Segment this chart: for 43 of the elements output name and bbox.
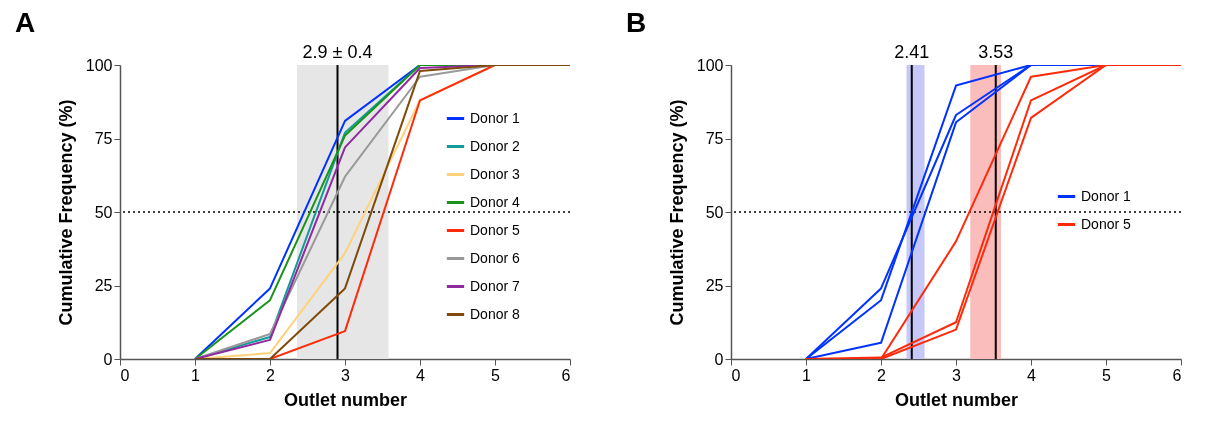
x-tick-label: 1	[802, 366, 812, 384]
legend-label: Donor 1	[1081, 187, 1132, 204]
x-axis-title: Outlet number	[283, 389, 408, 410]
legend-label: Donor 7	[470, 277, 521, 294]
x-tick-label: 4	[416, 366, 426, 384]
x-tick-label: 6	[1172, 366, 1182, 384]
y-tick-label: 25	[94, 277, 113, 294]
legend-label: Donor 5	[1081, 215, 1132, 232]
chart-title: B	[626, 7, 647, 38]
legend-label: Donor 3	[470, 165, 521, 182]
y-tick-label: 75	[705, 130, 724, 147]
x-tick-label: 2	[877, 366, 887, 384]
legend-label: Donor 5	[470, 221, 521, 238]
x-tick-label: 0	[731, 366, 741, 384]
legend-label: Donor 4	[470, 193, 521, 210]
x-tick-label: 3	[952, 366, 962, 384]
chart-title: A	[15, 7, 36, 38]
legend-label: Donor 6	[470, 249, 521, 266]
x-axis-title: Outlet number	[894, 389, 1019, 410]
x-tick-label: 5	[1102, 366, 1112, 384]
x-tick-label: 1	[191, 366, 201, 384]
y-tick-label: 75	[94, 130, 113, 147]
ref-line-label: 2.9 ± 0.4	[302, 42, 373, 62]
y-tick-label: 0	[714, 350, 724, 368]
x-tick-label: 5	[491, 366, 501, 384]
x-tick-label: 2	[266, 366, 276, 384]
x-tick-label: 0	[120, 366, 130, 384]
y-tick-label: 100	[85, 56, 113, 74]
y-tick-label: 100	[696, 56, 724, 74]
x-tick-label: 3	[341, 366, 351, 384]
x-tick-label: 6	[561, 366, 571, 384]
y-tick-label: 50	[94, 203, 113, 221]
y-tick-label: 25	[705, 277, 724, 294]
legend-label: Donor 8	[470, 305, 521, 322]
y-tick-label: 50	[705, 203, 724, 221]
y-axis-title: Cumulative Frequency (%)	[55, 99, 76, 326]
ref-line-label: 2.41	[894, 42, 930, 62]
y-tick-label: 0	[103, 350, 113, 368]
x-tick-label: 4	[1027, 366, 1037, 384]
ref-line-label: 3.53	[978, 42, 1014, 62]
y-axis-title: Cumulative Frequency (%)	[666, 99, 687, 326]
legend-label: Donor 1	[470, 109, 521, 126]
legend-label: Donor 2	[470, 137, 521, 154]
